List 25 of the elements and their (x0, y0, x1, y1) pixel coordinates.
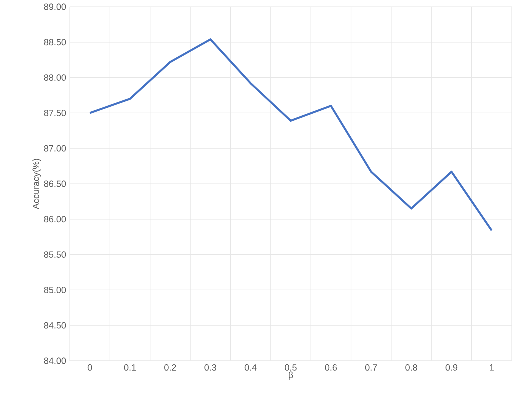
x-tick-label: 0.7 (365, 364, 378, 371)
x-tick-label: 0.5 (285, 364, 297, 371)
x-axis-title: β (289, 372, 294, 380)
x-tick-label: 0.4 (244, 364, 257, 371)
y-tick-label: 89.00 (44, 4, 66, 10)
x-tick-label: 0.6 (325, 364, 338, 371)
x-tick-label: 1 (490, 364, 494, 371)
x-tick-label: 0.3 (204, 364, 216, 371)
x-tick-label: 0.2 (164, 364, 176, 371)
y-tick-label: 87.50 (44, 110, 66, 116)
y-tick-label: 88.00 (44, 74, 66, 81)
x-tick-label: 0.8 (406, 364, 418, 371)
y-tick-label: 84.00 (44, 358, 66, 364)
y-tick-label: 86.50 (44, 180, 66, 188)
x-tick-label: 0 (88, 364, 92, 371)
y-tick-label: 86.00 (44, 216, 66, 223)
y-axis-title: Accuracy(%) (32, 159, 42, 210)
y-tick-label: 88.50 (44, 39, 66, 46)
y-tick-label: 87.00 (44, 145, 66, 152)
x-tick-label: 0.1 (124, 364, 136, 371)
y-tick-label: 84.50 (44, 322, 66, 329)
line-series (89, 38, 493, 232)
y-tick-label: 85.50 (44, 252, 66, 258)
x-tick-label: 0.9 (446, 364, 458, 371)
y-tick-label: 85.00 (44, 287, 66, 294)
